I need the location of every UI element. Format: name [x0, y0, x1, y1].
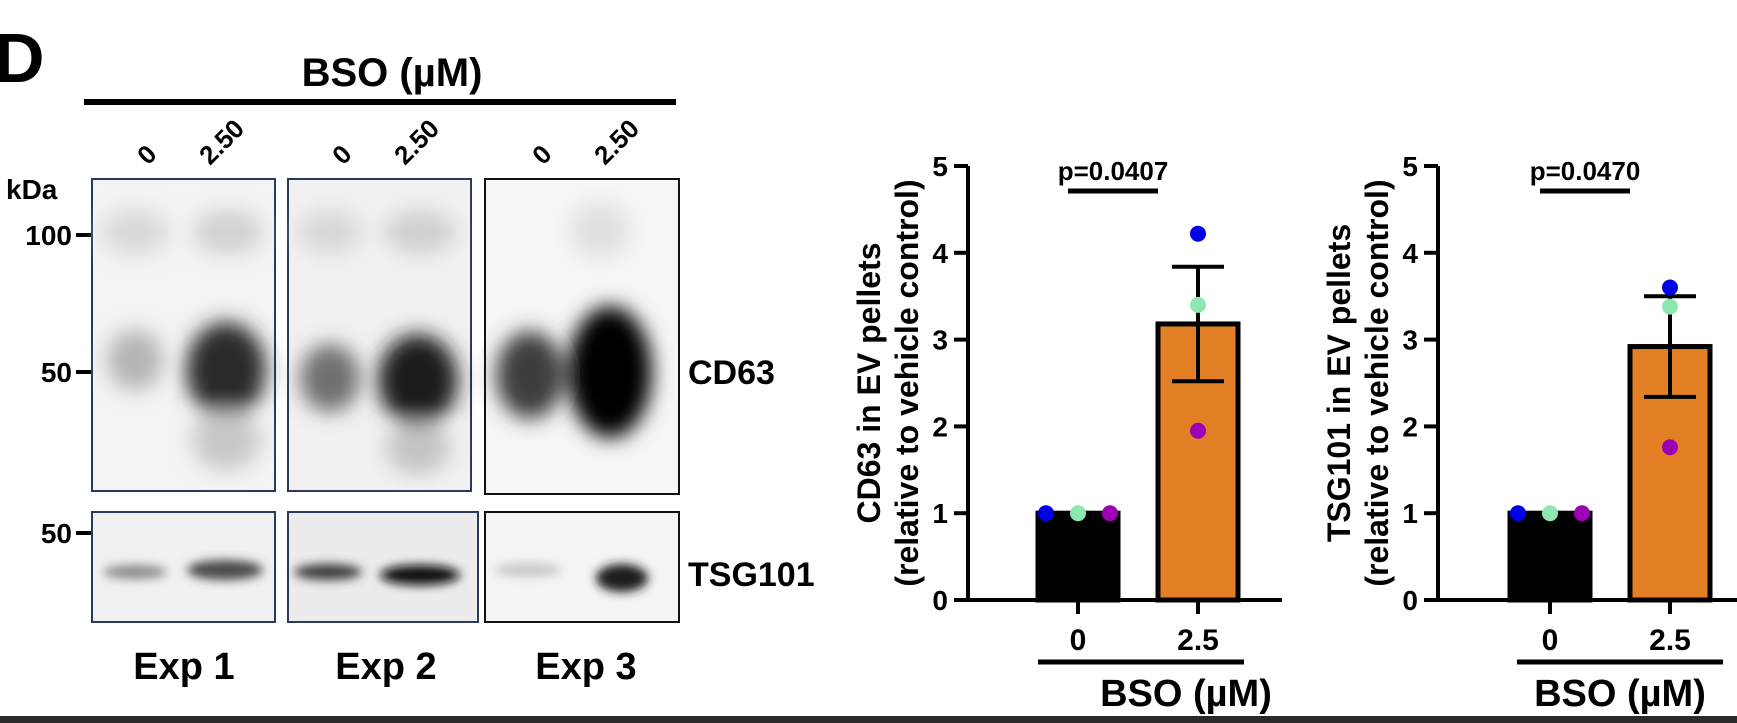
x-axis-label: BSO (µM): [1534, 673, 1706, 715]
data-point: [1662, 279, 1678, 296]
x-tick-label: 2.5: [1177, 624, 1219, 657]
blot-cd63-exp1: [91, 178, 276, 492]
bar-chart-cd63: 0 1 2 3 4 5 0 2.5 BSO (µM) CD63 in EV pellets (rel…: [851, 151, 1282, 715]
lane-dose-label: 2.50: [193, 113, 250, 170]
y-tick-label: 5: [932, 151, 948, 182]
y-tick-label: 3: [932, 325, 948, 356]
data-point: [1190, 225, 1206, 242]
bar-chart-tsg101: 0 1 2 3 4 5 0 2.5 BSO (µM) TSG101 in EV pellets (r…: [1321, 151, 1737, 715]
y-tick-label: 1: [932, 498, 948, 529]
blot-tsg101-exp1: [91, 511, 276, 623]
y-tick-label: 0: [1402, 585, 1418, 616]
y-tick-label: 4: [932, 238, 948, 269]
blot-treatment-label: BSO (µM): [302, 51, 483, 95]
data-point: [1190, 296, 1206, 313]
p-value-annotation: p=0.0407: [1058, 156, 1169, 186]
data-point: [1190, 422, 1206, 439]
blot-tsg101-exp2: [287, 511, 479, 623]
y-tick-label: 2: [932, 411, 948, 442]
blot-cd63-exp2: [287, 178, 472, 492]
x-tick-label: 0: [1542, 624, 1559, 657]
data-point: [1070, 505, 1086, 522]
y-tick-label: 5: [1402, 151, 1418, 182]
lane-dose-label: 0: [526, 139, 557, 170]
marker-50-bottom: 50: [41, 518, 72, 549]
exp-label: Exp 3: [535, 646, 636, 688]
data-point: [1574, 505, 1590, 522]
lane-dose-label: 0: [326, 139, 357, 170]
y-tick-label: 4: [1402, 238, 1418, 269]
bar: [1035, 510, 1121, 603]
bar: [1507, 510, 1593, 603]
data-point: [1662, 439, 1678, 456]
marker-50: 50: [41, 357, 72, 388]
y-axis-label-secondary: (relative to vehicle control): [889, 179, 925, 586]
bottom-border-bar: [0, 716, 1737, 723]
x-tick-label: 0: [1070, 624, 1087, 657]
lane-dose-label: 2.50: [588, 113, 645, 170]
data-point: [1510, 505, 1526, 522]
p-value-annotation: p=0.0470: [1530, 156, 1641, 186]
data-point: [1038, 505, 1054, 522]
band-label-tsg101: TSG101: [688, 556, 815, 594]
y-axis-label: TSG101 in EV pellets: [1321, 224, 1357, 542]
y-axis-label: CD63 in EV pellets: [851, 243, 887, 524]
kda-label: kDa: [6, 174, 58, 205]
lane-dose-label: 2.50: [388, 113, 445, 170]
lane-labels: 0 2.50 0 2.50 0 2.50: [131, 113, 645, 170]
marker-100: 100: [25, 220, 72, 251]
exp-label: Exp 2: [335, 646, 436, 688]
data-point: [1662, 298, 1678, 315]
panel-letter: D: [0, 19, 45, 97]
x-tick-label: 2.5: [1649, 624, 1691, 657]
lane-dose-label: 0: [131, 139, 162, 170]
band-label-cd63: CD63: [688, 354, 775, 392]
y-tick-label: 1: [1402, 498, 1418, 529]
blot-cd63-exp3: [484, 178, 680, 495]
blot-tsg101-exp3: [484, 511, 680, 623]
x-axis-label: BSO (µM): [1100, 673, 1272, 715]
data-point: [1102, 505, 1118, 522]
y-axis-label-secondary: (relative to vehicle control): [1359, 179, 1395, 586]
y-tick-label: 0: [932, 585, 948, 616]
y-tick-label: 2: [1402, 411, 1418, 442]
data-point: [1542, 505, 1558, 522]
exp-label: Exp 1: [133, 646, 234, 688]
y-tick-label: 3: [1402, 325, 1418, 356]
